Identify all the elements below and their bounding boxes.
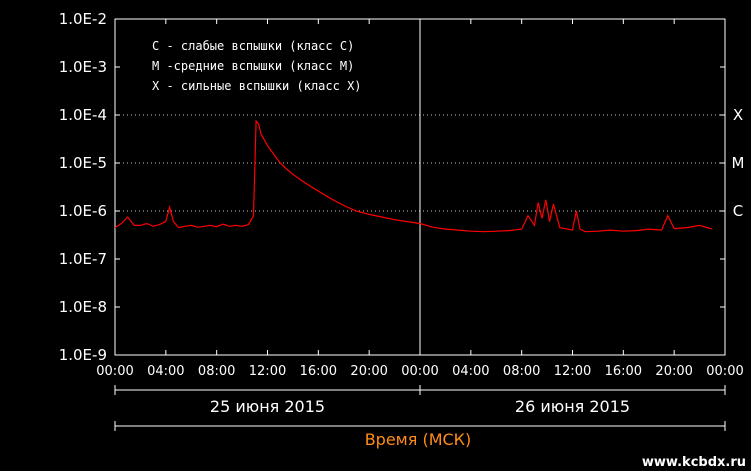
legend-entry: X - сильные вспышки (класс X) bbox=[152, 79, 362, 93]
legend: C - слабые вспышки (класс C) M -средние в… bbox=[152, 39, 362, 93]
x-tick-label: 08:00 bbox=[198, 364, 235, 379]
x-axis: 00:00 04:00 08:00 12:00 16:00 20:00 00:00 04:00… bbox=[96, 19, 744, 379]
y-tick-label: 1.0E-9 bbox=[59, 346, 107, 364]
flare-class-label: X bbox=[733, 106, 743, 124]
watermark: www.kcbdx.ru bbox=[642, 455, 746, 470]
y-tick-label: 1.0E-2 bbox=[59, 10, 107, 28]
x-tick-label: 00:00 bbox=[96, 364, 133, 379]
legend-entry: M -средние вспышки (класс M) bbox=[152, 59, 354, 73]
legend-entry: C - слабые вспышки (класс C) bbox=[152, 39, 354, 53]
x-tick-label: 16:00 bbox=[605, 364, 642, 379]
x-tick-label: 12:00 bbox=[554, 364, 591, 379]
x-axis-label: Время (МСК) bbox=[365, 430, 472, 449]
x-tick-label: 20:00 bbox=[655, 364, 692, 379]
flare-class-labels: X M C bbox=[732, 106, 745, 220]
date-label: 26 июня 2015 bbox=[515, 397, 630, 416]
date-labels: 25 июня 2015 26 июня 2015 bbox=[210, 397, 630, 416]
date-brackets bbox=[114, 385, 726, 431]
x-tick-label: 04:00 bbox=[147, 364, 184, 379]
y-tick-label: 1.0E-7 bbox=[59, 250, 107, 268]
x-tick-label: 12:00 bbox=[249, 364, 286, 379]
flare-class-label: M bbox=[732, 154, 745, 172]
y-tick-label: 1.0E-3 bbox=[59, 58, 107, 76]
x-tick-label: 00:00 bbox=[706, 364, 743, 379]
date-label: 25 июня 2015 bbox=[210, 397, 325, 416]
y-tick-label: 1.0E-6 bbox=[59, 202, 107, 220]
y-axis: 1.0E-2 1.0E-3 1.0E-4 1.0E-5 1.0E-6 1.0E-7 1.0E… bbox=[59, 10, 725, 364]
y-tick-label: 1.0E-4 bbox=[59, 106, 107, 124]
y-tick-label: 1.0E-8 bbox=[59, 298, 107, 316]
flare-class-label: C bbox=[733, 202, 743, 220]
x-tick-label: 00:00 bbox=[401, 364, 438, 379]
x-tick-label: 04:00 bbox=[452, 364, 489, 379]
x-tick-label: 20:00 bbox=[350, 364, 387, 379]
x-tick-label: 16:00 bbox=[300, 364, 337, 379]
x-tick-label: 08:00 bbox=[503, 364, 540, 379]
y-tick-label: 1.0E-5 bbox=[59, 154, 107, 172]
xray-flux-line bbox=[114, 119, 713, 233]
